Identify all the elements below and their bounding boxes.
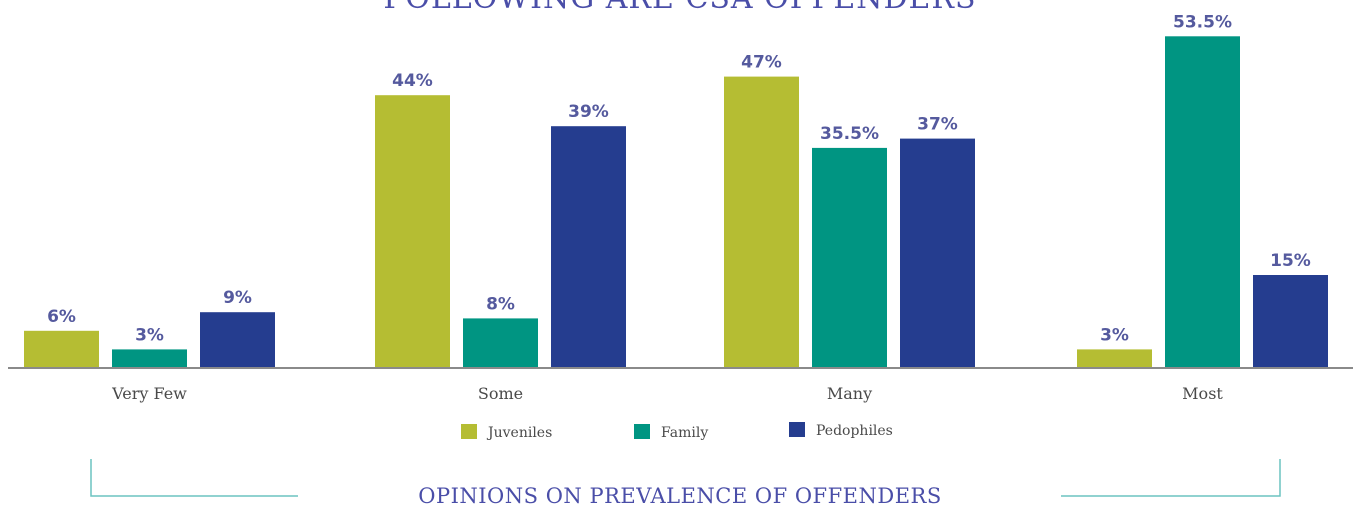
bar-pedophiles-very-few (200, 312, 275, 368)
bar-pedophiles-some (551, 126, 626, 368)
legend-swatch-juveniles (461, 424, 477, 439)
legend-label-pedophiles: Pedophiles (816, 423, 893, 439)
category-label-some: Some (478, 384, 523, 403)
footer-caption: OPINIONS ON PREVALENCE OF OFFENDERS (418, 484, 942, 508)
value-label-pedophiles-many: 37% (917, 115, 958, 135)
category-label-very-few: Very Few (111, 384, 187, 403)
category-labels: Very Few Some Many Most (111, 384, 1223, 403)
bar-juveniles-some (375, 95, 450, 368)
chart-title: FOLLOWING ARE CSA OFFENDERS (383, 0, 976, 16)
value-label-family-most: 53.5% (1173, 12, 1232, 32)
legend: Juveniles Family Pedophiles (461, 422, 893, 441)
bar-pedophiles-many (900, 138, 975, 368)
legend-swatch-family (634, 424, 650, 439)
value-label-pedophiles-most: 15% (1270, 251, 1311, 271)
bar-family-most (1165, 36, 1240, 369)
value-label-pedophiles-very-few: 9% (223, 288, 252, 308)
legend-label-juveniles: Juveniles (486, 425, 552, 441)
value-label-juveniles-very-few: 6% (47, 307, 76, 327)
category-label-most: Most (1182, 384, 1223, 403)
value-label-family-very-few: 3% (135, 325, 164, 345)
legend-label-family: Family (661, 425, 708, 441)
bar-family-some (463, 318, 538, 368)
bar-pedophiles-most (1253, 275, 1328, 368)
bar-family-many (812, 147, 887, 368)
value-label-juveniles-most: 3% (1100, 325, 1129, 345)
value-label-family-many: 35.5% (820, 124, 879, 144)
bar-family-very-few (112, 349, 187, 368)
legend-swatch-pedophiles (789, 422, 805, 437)
value-label-juveniles-many: 47% (741, 53, 782, 73)
value-label-family-some: 8% (486, 294, 515, 314)
footer-caption-background (298, 482, 1061, 508)
bar-juveniles-very-few (24, 330, 99, 368)
category-label-many: Many (827, 384, 872, 403)
bar-juveniles-most (1077, 349, 1152, 368)
value-label-juveniles-some: 44% (392, 71, 433, 91)
bar-juveniles-many (724, 76, 799, 368)
bars-layer: 6% 44% 47% 3% 3% 8% 35.5% 53.5% 9% 39% 37% 15% (24, 12, 1328, 369)
value-label-pedophiles-some: 39% (568, 102, 609, 122)
